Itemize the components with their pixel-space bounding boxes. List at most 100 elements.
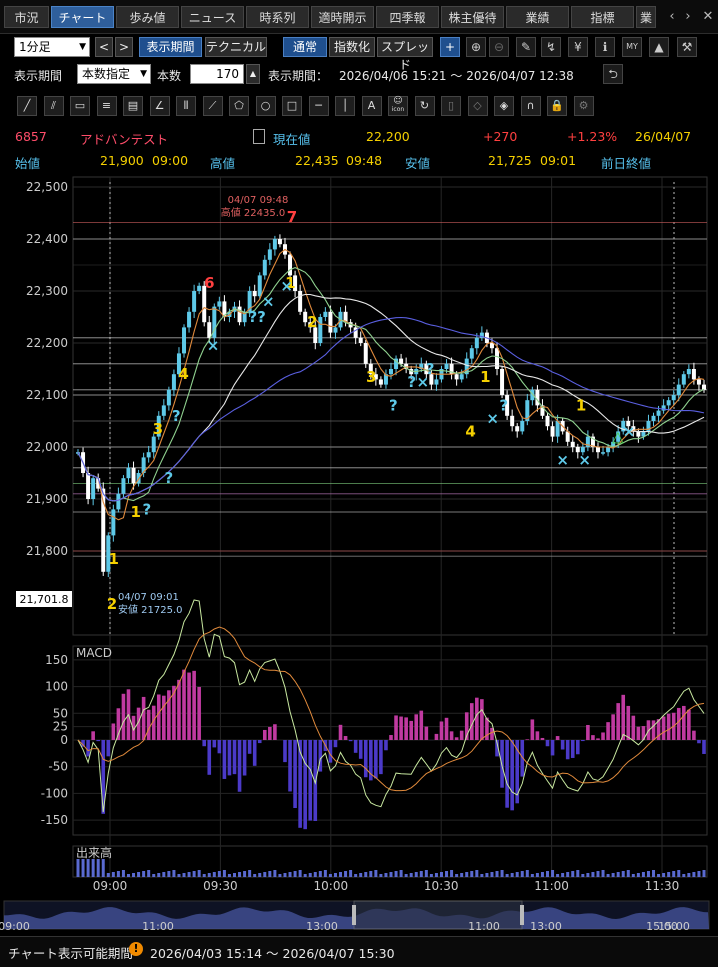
smiley-icon[interactable]: ☺icon — [388, 96, 408, 116]
signal-marker: ? — [172, 407, 181, 425]
volume-bar — [304, 874, 307, 877]
macd-bar — [505, 740, 509, 808]
copy-icon[interactable]: ▯ — [441, 96, 461, 116]
next-button[interactable]: > — [115, 37, 133, 57]
volume-bar — [127, 874, 130, 877]
yen-icon[interactable]: ¥ — [568, 37, 588, 57]
tab-4[interactable]: 時系列 — [246, 6, 309, 28]
signal-marker: 6 — [204, 274, 214, 292]
tab-0[interactable]: 市況 — [4, 6, 49, 28]
vertical-lines-icon[interactable]: ⦀ — [176, 96, 196, 116]
volume-bar — [415, 872, 418, 877]
candle — [434, 379, 438, 384]
gann-icon[interactable]: ⟋ — [203, 96, 223, 116]
return-icon[interactable]: ⮌ — [603, 64, 623, 84]
count-stepper[interactable]: ▲ — [246, 64, 260, 84]
candle — [702, 385, 706, 390]
tab-7[interactable]: 株主優待 — [441, 6, 504, 28]
volume-bar — [329, 874, 332, 877]
chart-pattern-icon[interactable]: ↯ — [541, 37, 561, 57]
macd-bar — [596, 738, 600, 740]
volume-bar — [299, 870, 302, 877]
low-time: 09:01 — [540, 153, 576, 168]
volume-bar — [208, 873, 211, 877]
macd-bar — [207, 740, 211, 775]
circle-icon[interactable]: ○ — [256, 96, 276, 116]
text-icon[interactable]: A — [362, 96, 382, 116]
horizontal-lines-icon[interactable]: ≡ — [97, 96, 117, 116]
interval-select[interactable]: 1分足▼ — [14, 37, 90, 57]
erase-all-icon[interactable]: ◈ — [494, 96, 514, 116]
prev-button[interactable]: < — [95, 37, 113, 57]
candle — [510, 416, 514, 426]
macd-bar — [440, 721, 444, 740]
macd-bar — [303, 740, 307, 829]
macd-bar — [238, 740, 242, 792]
my-icon[interactable]: MY — [622, 37, 642, 57]
tab-prev-icon[interactable]: ‹ — [664, 8, 680, 26]
volume-bar — [112, 872, 115, 877]
signal-marker: ? — [142, 500, 151, 518]
area-chart-icon[interactable]: ▲ — [649, 37, 669, 57]
mode-normal-button[interactable]: 通常 — [283, 37, 327, 57]
info-icon[interactable]: ℹ — [595, 37, 615, 57]
vline-icon[interactable]: │ — [335, 96, 355, 116]
macd-bar — [142, 697, 146, 740]
volume-bar — [390, 872, 393, 877]
volume-bar — [506, 874, 509, 877]
magnet-icon[interactable]: ∩ — [521, 96, 541, 116]
rectangle-icon[interactable]: □ — [282, 96, 302, 116]
tab-8[interactable]: 業績 — [506, 6, 569, 28]
zoom-in-icon[interactable]: ⊕ — [466, 37, 486, 57]
period-mode-select[interactable]: 本数指定▼ — [77, 64, 151, 84]
tab-2[interactable]: 歩み値 — [116, 6, 179, 28]
volume-bar — [672, 871, 675, 877]
signal-marker: ? — [389, 396, 398, 414]
tab-10[interactable]: 業 — [636, 6, 656, 28]
volume-bar — [183, 873, 186, 877]
macd-bar — [359, 740, 363, 759]
plus-icon[interactable]: + — [440, 37, 460, 57]
candle — [121, 478, 125, 494]
volume-bar — [359, 873, 362, 877]
hline-icon[interactable]: ─ — [309, 96, 329, 116]
x-tick-label: 10:30 — [424, 879, 459, 893]
tab-9[interactable]: 指標 — [571, 6, 634, 28]
parallel-line-icon[interactable]: ⫽ — [44, 96, 64, 116]
volume-bar — [369, 871, 372, 877]
close-icon[interactable]: ✕ — [700, 8, 716, 26]
volume-bar — [263, 872, 266, 877]
tab-6[interactable]: 四季報 — [376, 6, 439, 28]
fan-icon[interactable]: ∠ — [150, 96, 170, 116]
mode-spread-button[interactable]: スプレッド — [377, 37, 433, 57]
count-label: 本数 — [157, 67, 181, 84]
macd-bar — [243, 740, 247, 776]
volume-bar — [198, 870, 201, 877]
trend-line-icon[interactable]: ╱ — [17, 96, 37, 116]
channel-icon[interactable]: ▭ — [70, 96, 90, 116]
lock-icon[interactable]: 🔒 — [547, 96, 567, 116]
tab-1[interactable]: チャート — [51, 6, 114, 28]
mode-index-button[interactable]: 指数化 — [329, 37, 375, 57]
rotate-icon[interactable]: ↻ — [415, 96, 435, 116]
volume-bar — [107, 873, 110, 877]
pen-icon[interactable]: ✎ — [516, 37, 536, 57]
y-tick-label: 22,300 — [26, 284, 68, 298]
price-marker-label: 21,701.8 — [20, 593, 69, 606]
count-input[interactable]: 170 — [190, 64, 244, 84]
eraser-icon[interactable]: ◇ — [468, 96, 488, 116]
technical-button[interactable]: テクニカル — [205, 37, 267, 57]
tab-next-icon[interactable]: › — [680, 8, 696, 26]
price-chart[interactable]: 22,50022,40022,30022,20022,10022,00021,9… — [0, 170, 718, 936]
tab-5[interactable]: 適時開示 — [311, 6, 374, 28]
macd-bar — [419, 711, 423, 740]
volume-bar — [581, 874, 584, 877]
fibonacci-icon[interactable]: ▤ — [123, 96, 143, 116]
display-period-button[interactable]: 表示期間 — [139, 37, 202, 57]
volume-bar — [82, 859, 85, 877]
wrench-icon[interactable]: ⚒ — [677, 37, 697, 57]
settings-icon[interactable]: ⚙ — [574, 96, 594, 116]
zoom-out-icon[interactable]: ⊖ — [489, 37, 509, 57]
pentagon-icon[interactable]: ⬠ — [229, 96, 249, 116]
tab-3[interactable]: ニュース — [181, 6, 244, 28]
